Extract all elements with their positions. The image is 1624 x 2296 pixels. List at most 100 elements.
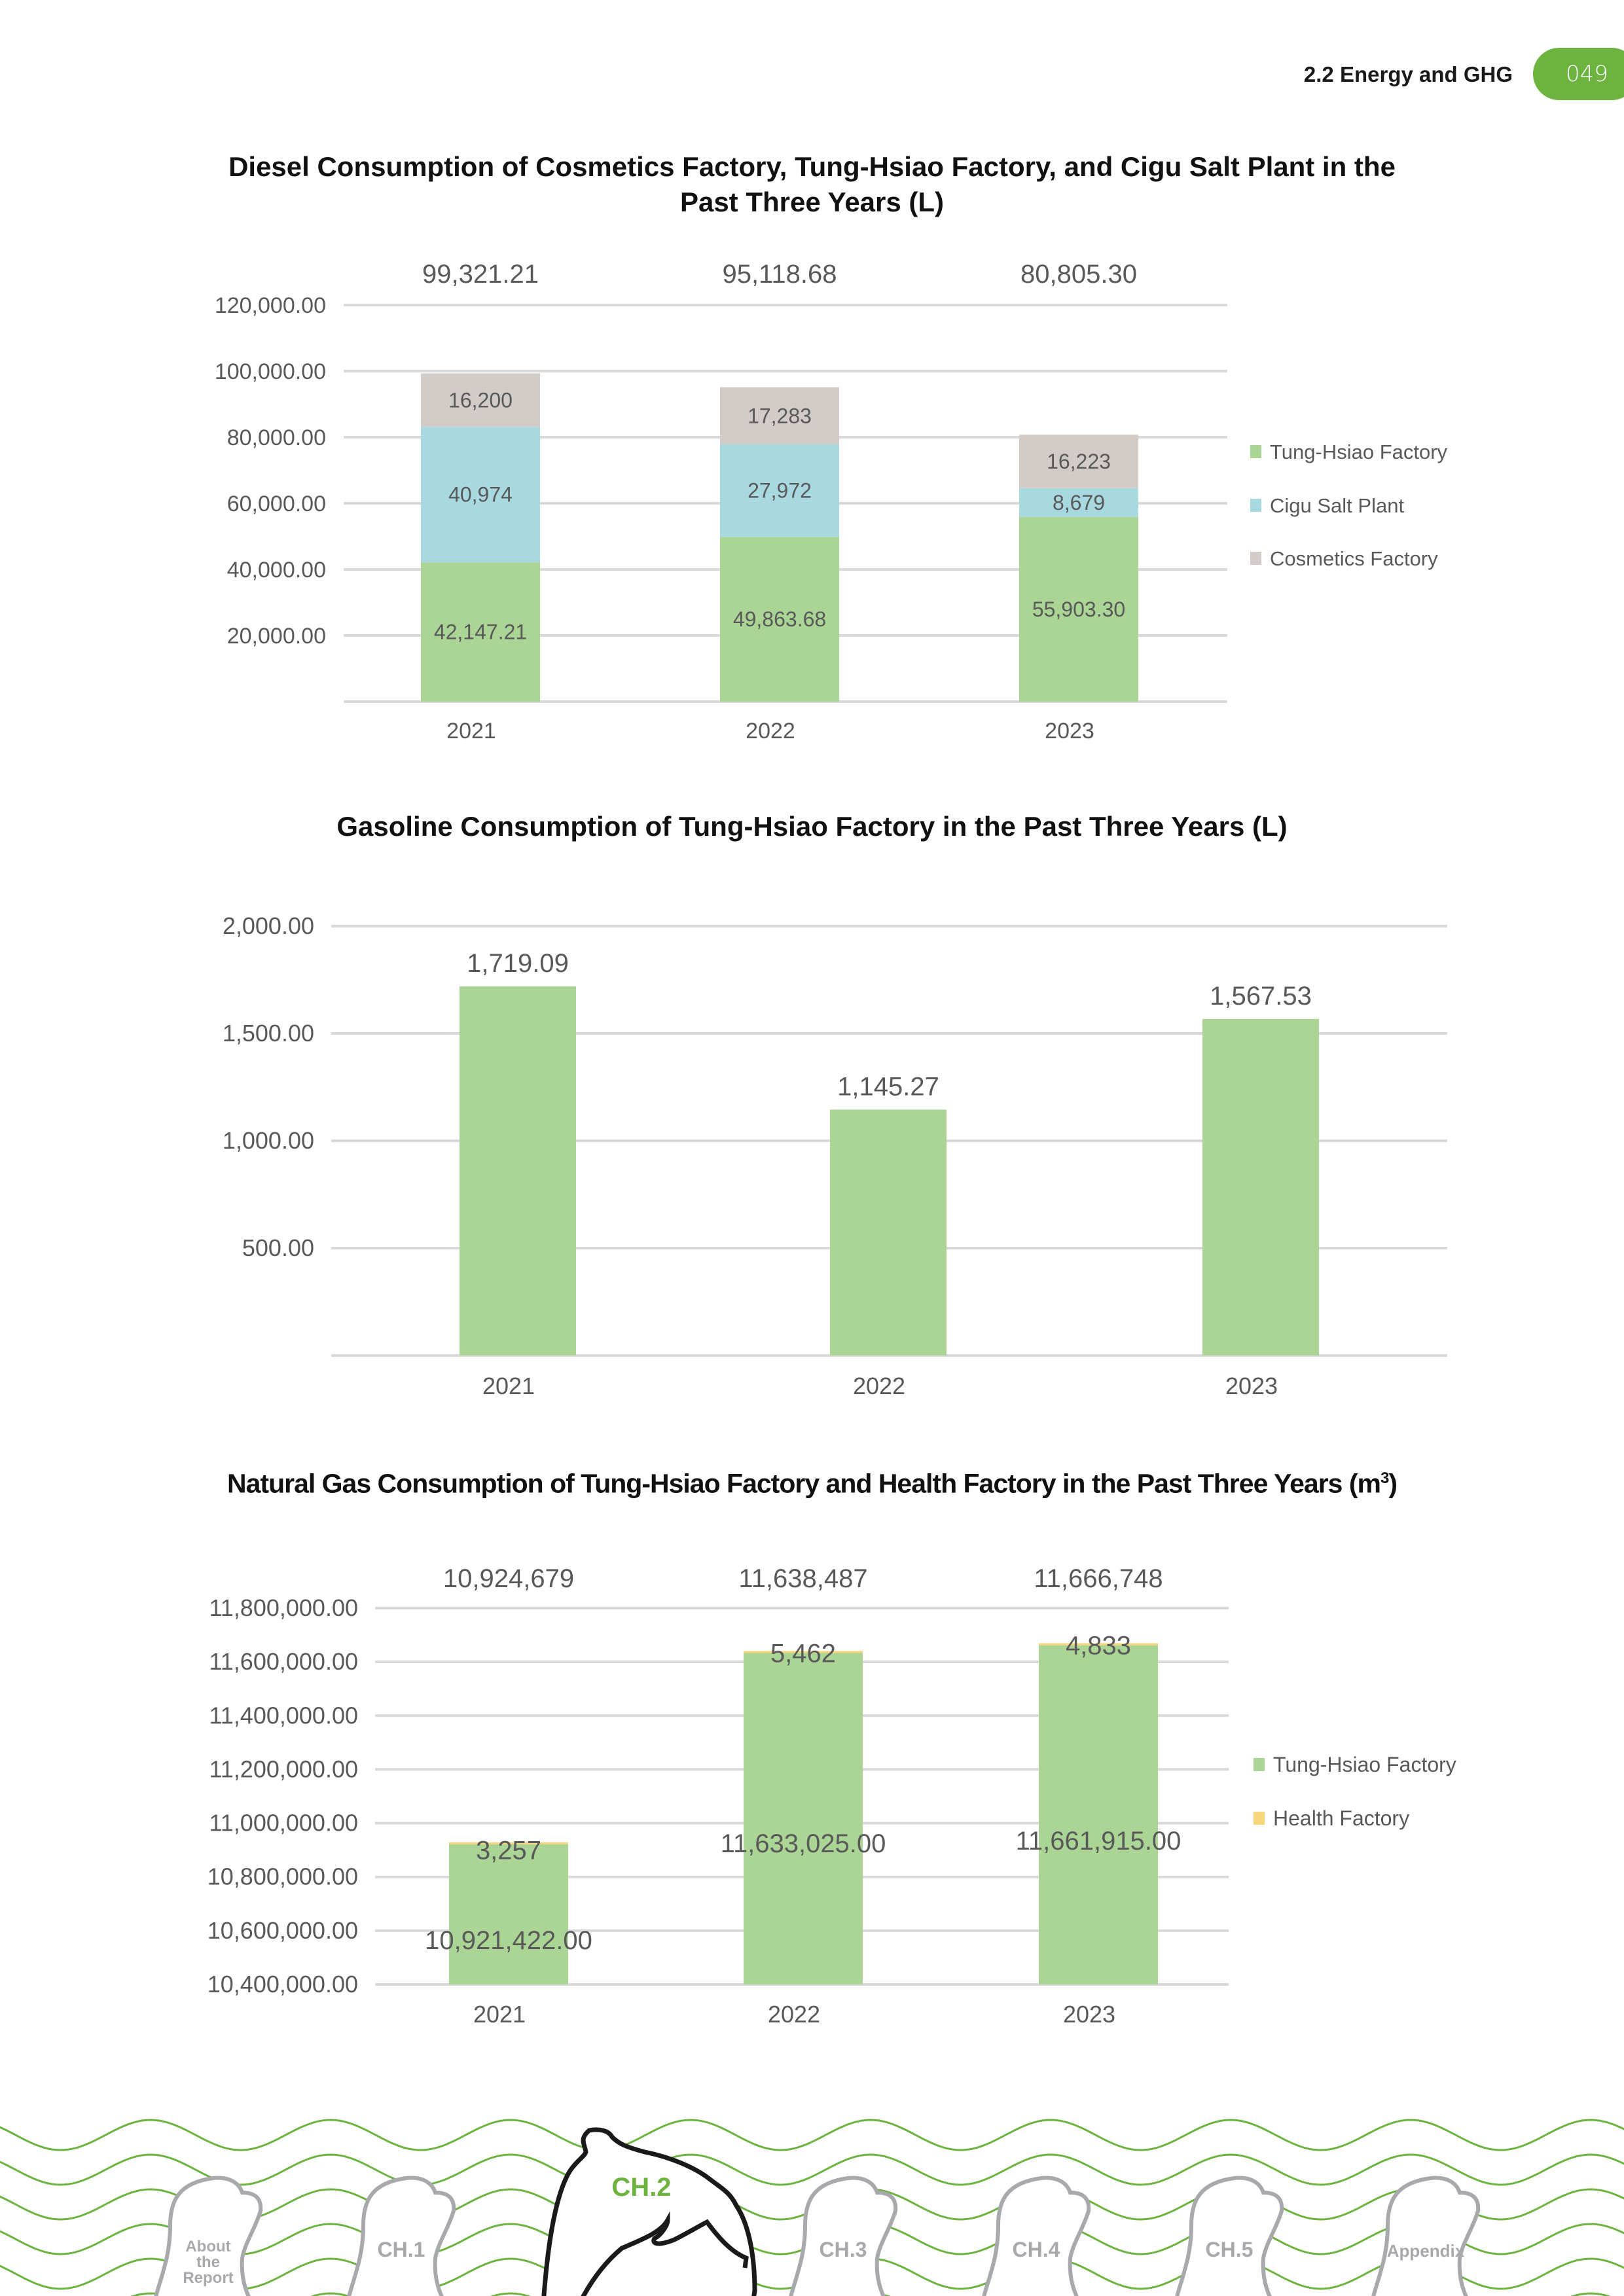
natural-gas-data-label-health: 3,257: [476, 1837, 541, 1865]
diesel-bar-tung-hsiao-factory-2023: [1019, 516, 1138, 702]
natural-gas-title-main: Natural Gas Consumption of Tung-Hsiao Fa…: [227, 1468, 1381, 1499]
gasoline-y-tick-label: 1,500.00: [223, 1020, 314, 1047]
natural-gas-y-tick-label: 10,800,000.00: [208, 1863, 358, 1890]
diesel-legend-swatch: [1250, 552, 1261, 565]
chapter-tab-ch.5[interactable]: CH.5: [1175, 2176, 1284, 2296]
diesel-data-label: 8,679: [1053, 491, 1105, 514]
gasoline-x-tick-label: 2021: [482, 1372, 535, 1399]
natural-gas-bar-health-factory-2021: [449, 1842, 568, 1844]
diesel-legend-swatch: [1250, 445, 1261, 458]
diesel-y-tick-label: 60,000.00: [227, 492, 326, 516]
natural-gas-y-tick-label: 11,600,000.00: [209, 1648, 358, 1675]
diesel-legend-label: Tung-Hsiao Factory: [1270, 440, 1448, 463]
wave-line: [0, 2153, 1624, 2186]
gasoline-data-label: 1,145.27: [837, 1072, 939, 1101]
chapter-tab-label: Appendix: [1387, 2241, 1465, 2261]
gasoline-title-line1: Gasoline Consumption of Tung-Hsiao Facto…: [336, 811, 1288, 842]
diesel-x-tick-label: 2021: [446, 719, 496, 744]
gasoline-bar-tung-hsiao-factory-2023: [1202, 1018, 1319, 1355]
gasoline-x-tick-label: 2023: [1225, 1372, 1278, 1399]
diesel-title-line2: Past Three Years (L): [679, 187, 945, 217]
diesel-bar-cigu-salt-plant-2022: [720, 444, 839, 537]
diesel-data-label: 17,283: [748, 404, 812, 427]
diesel-legend-label: Cigu Salt Plant: [1270, 494, 1404, 517]
dolphin-outline-icon: [347, 2176, 456, 2296]
diesel-bar-cigu-salt-plant-2021: [421, 427, 540, 563]
natural-gas-data-label-health: 5,462: [770, 1639, 836, 1668]
diesel-total-label: 80,805.30: [1020, 260, 1137, 289]
gasoline-y-tick-label: 1,000.00: [223, 1127, 314, 1154]
natural-gas-x-tick-label: 2023: [1063, 2001, 1115, 2028]
chapter-tab-label: About: [185, 2238, 230, 2255]
natural-gas-x-tick-label: 2022: [768, 2001, 820, 2028]
diesel-bar-cosmetics-factory-2021: [421, 373, 540, 427]
diesel-data-label: 42,147.21: [434, 620, 527, 644]
gasoline-bar-tung-hsiao-factory-2022: [830, 1109, 947, 1355]
gasoline-x-tick-label: 2022: [853, 1372, 905, 1399]
diesel-legend-label: Cosmetics Factory: [1270, 547, 1438, 570]
diesel-total-label: 95,118.68: [723, 260, 837, 289]
diesel-legend-swatch: [1250, 499, 1261, 512]
gasoline-data-label: 1,567.53: [1210, 982, 1312, 1011]
dolphin-outline-icon: [154, 2176, 263, 2296]
diesel-y-tick-label: 20,000.00: [227, 624, 326, 649]
natural-gas-title-sup: 3: [1380, 1469, 1389, 1487]
natural-gas-total-label: 11,638,487: [738, 1564, 867, 1593]
diesel-chart-title: Diesel Consumption of Cosmetics Factory,…: [0, 149, 1624, 220]
natural-gas-data-label-tung-hsiao: 10,921,422.00: [425, 1926, 592, 1955]
natural-gas-y-tick-label: 11,800,000.00: [209, 1594, 358, 1621]
chapter-tab-label: CH.5: [1206, 2238, 1254, 2261]
natural-gas-data-label-tung-hsiao: 11,661,915.00: [1016, 1827, 1182, 1856]
natural-gas-y-tick-label: 10,600,000.00: [208, 1917, 358, 1944]
natural-gas-y-tick-label: 11,200,000.00: [209, 1755, 358, 1782]
natural-gas-legend-swatch: [1254, 1812, 1265, 1825]
natural-gas-y-tick-label: 11,400,000.00: [209, 1702, 358, 1729]
natural-gas-y-tick-label: 10,400,000.00: [208, 1971, 358, 1998]
diesel-total-label: 99,321.21: [422, 260, 539, 289]
natural-gas-legend-swatch: [1254, 1758, 1265, 1771]
chapter-tab-label: the: [196, 2253, 220, 2271]
diesel-x-tick-label: 2023: [1045, 719, 1094, 744]
gasoline-chart: 500.00 1,000.00 1,500.00 2,000.00 1,719.09 20…: [223, 912, 1447, 1399]
natural-gas-data-label-tung-hsiao: 11,633,025.00: [721, 1829, 886, 1858]
diesel-y-tick-label: 100,000.00: [215, 359, 326, 384]
natural-gas-chart: 10,400,000.00 10,600,000.00 10,800,000.00 1…: [208, 1564, 1456, 2028]
chapter-tab-label: CH.3: [820, 2238, 867, 2261]
natural-gas-bar-tung-hsiao-factory-2023: [1039, 1645, 1158, 1984]
active-chapter-label: CH.2: [611, 2173, 671, 2202]
diesel-data-label: 27,972: [748, 479, 812, 503]
natural-gas-data-label-health: 4,833: [1066, 1632, 1131, 1660]
natural-gas-legend-label: Tung-Hsiao Factory: [1273, 1753, 1456, 1776]
natural-gas-chart-title: Natural Gas Consumption of Tung-Hsiao Fa…: [0, 1461, 1624, 1501]
natural-gas-total-label: 11,666,748: [1034, 1564, 1163, 1593]
chapter-tab-ch.3[interactable]: CH.3: [789, 2176, 898, 2296]
natural-gas-bar-health-factory-2022: [744, 1651, 863, 1653]
gasoline-data-label: 1,719.09: [467, 949, 569, 978]
chapter-tab-appendix[interactable]: Appendix: [1371, 2176, 1481, 2296]
gasoline-y-tick-label: 2,000.00: [223, 912, 314, 939]
diesel-y-tick-label: 40,000.00: [227, 558, 326, 583]
dolphin-outline-icon: [1175, 2176, 1284, 2296]
natural-gas-title-end: ): [1388, 1468, 1398, 1499]
chapter-tab-label: CH.1: [378, 2238, 425, 2261]
wave-line: [0, 2119, 1624, 2151]
dolphin-outline-icon: [1371, 2176, 1481, 2296]
chapter-tab-ch.1[interactable]: CH.1: [347, 2176, 456, 2296]
natural-gas-total-label: 10,924,679: [443, 1564, 574, 1593]
gasoline-bar-tung-hsiao-factory-2021: [460, 986, 576, 1355]
diesel-data-label: 16,223: [1047, 450, 1111, 473]
dolphin-outline-icon: [982, 2176, 1091, 2296]
diesel-bar-tung-hsiao-factory-2021: [421, 562, 540, 702]
chapter-tab-ch.4[interactable]: CH.4: [982, 2176, 1091, 2296]
chapter-tab-ch-2-active[interactable]: CH.2: [541, 2127, 757, 2296]
chapter-tab-label: Report: [183, 2269, 233, 2287]
natural-gas-y-tick-label: 11,000,000.00: [209, 1810, 358, 1837]
natural-gas-bar-health-factory-2023: [1039, 1643, 1158, 1645]
natural-gas-bar-tung-hsiao-factory-2022: [744, 1653, 863, 1984]
gasoline-chart-title: Gasoline Consumption of Tung-Hsiao Facto…: [0, 809, 1624, 844]
section-title: 2.2 Energy and GHG: [1303, 62, 1513, 86]
natural-gas-legend-label: Health Factory: [1273, 1806, 1409, 1830]
diesel-bar-cosmetics-factory-2022: [720, 387, 839, 444]
